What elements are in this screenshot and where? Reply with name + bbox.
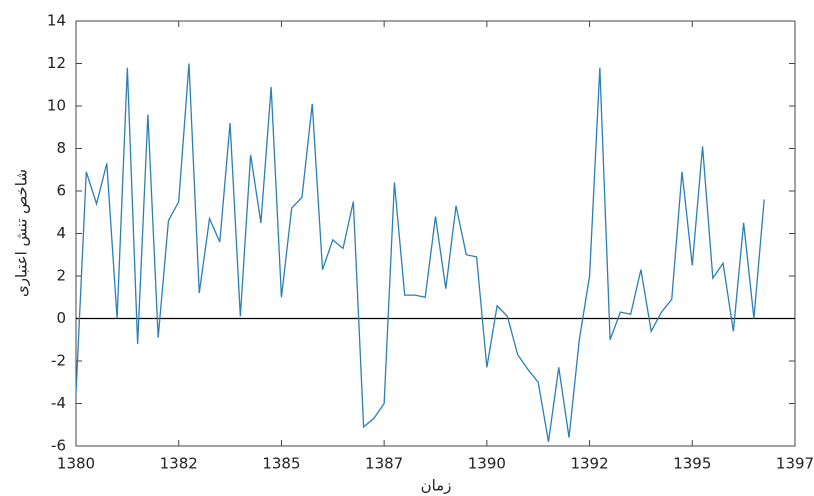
y-tick-label: -2 [51,352,66,370]
y-tick-label: 8 [56,139,66,157]
y-tick-label: 2 [56,267,66,285]
x-tick-label: 1392 [570,455,608,473]
x-tick-label: 1387 [365,455,403,473]
y-tick-label: -6 [51,437,66,455]
data-line [75,63,765,442]
plot-frame [75,20,796,447]
x-tick-label: 1395 [673,455,711,473]
x-tick-label: 1397 [776,455,814,473]
y-tick-label: 0 [56,309,66,327]
x-tick-label: 1382 [160,455,198,473]
x-tick-label: 1390 [468,455,506,473]
x-tick-label: 1380 [57,455,95,473]
y-tick-label: -4 [51,394,66,412]
y-tick-label: 6 [56,182,66,200]
y-axis-label: شاخص تنش اعتباری [13,169,31,297]
x-axis-label: زمان [421,477,452,495]
y-tick-label: 14 [47,12,66,30]
y-tick-label: 12 [47,54,66,72]
y-tick-label: 10 [47,97,66,115]
x-tick-label: 1385 [262,455,300,473]
y-tick-label: 4 [56,224,66,242]
